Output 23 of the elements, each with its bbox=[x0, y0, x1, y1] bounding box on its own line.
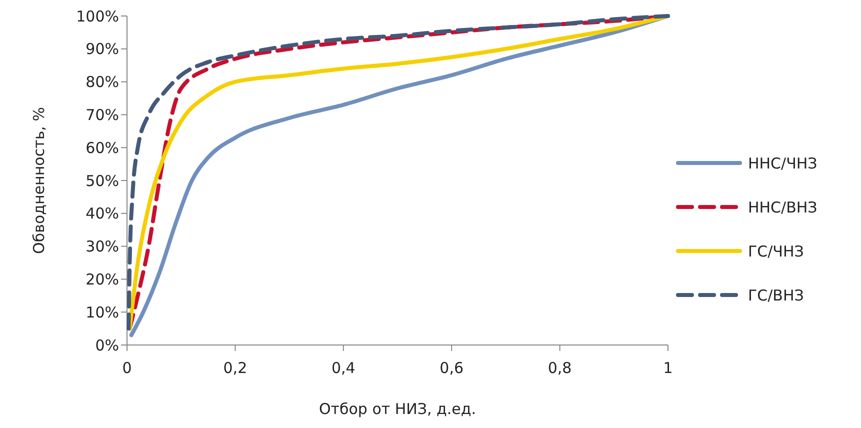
y-tick-label: 100% bbox=[76, 7, 119, 26]
x-tick-label: 1 bbox=[663, 359, 673, 377]
y-axis-title: Обводненность, % bbox=[30, 107, 48, 254]
y-tick-label: 20% bbox=[86, 270, 119, 288]
y-tick-label: 30% bbox=[86, 238, 119, 256]
y-tick-label: 80% bbox=[86, 73, 119, 92]
y-tick-label: 60% bbox=[86, 138, 119, 157]
y-tick-label: 40% bbox=[86, 204, 119, 223]
y-tick-label: 90% bbox=[86, 40, 119, 58]
x-tick-label: 0,4 bbox=[331, 359, 356, 377]
y-tick-label: 50% bbox=[86, 172, 119, 190]
x-axis-title: Отбор от НИЗ, д.ед. bbox=[318, 400, 476, 418]
legend-label: ННС/ВНЗ bbox=[748, 198, 818, 216]
x-tick-label: 0,2 bbox=[223, 359, 248, 377]
y-tick-label: 70% bbox=[86, 106, 119, 124]
legend-label: ГС/ВНЗ bbox=[748, 286, 804, 304]
y-tick-label: 0% bbox=[95, 336, 119, 354]
x-tick-label: 0,8 bbox=[548, 359, 572, 377]
x-tick-label: 0,6 bbox=[440, 359, 464, 377]
x-tick-label: 0 bbox=[122, 359, 132, 377]
y-tick-label: 10% bbox=[86, 303, 119, 322]
legend-label: ННС/ЧНЗ bbox=[748, 154, 818, 172]
legend-label: ГС/ЧНЗ bbox=[748, 242, 804, 260]
